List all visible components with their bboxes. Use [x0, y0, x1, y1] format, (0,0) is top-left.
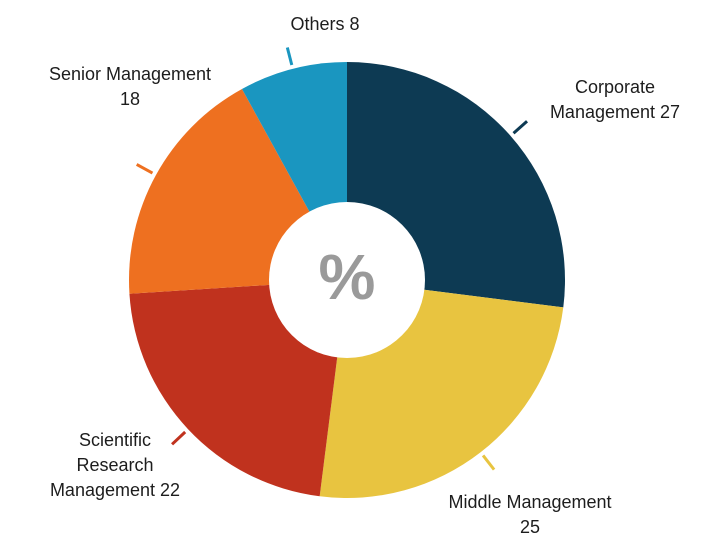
category-label: Scientific Research Management: [49, 430, 156, 500]
leader-line: [512, 120, 529, 135]
slice-label: Others 8: [265, 12, 385, 37]
category-label: Middle Management: [448, 492, 612, 512]
slice-label: Scientific Research Management 22: [40, 428, 190, 503]
center-label: %: [319, 241, 376, 313]
value-label: 25: [519, 517, 541, 537]
leader-line: [481, 454, 496, 471]
value-label: 8: [349, 14, 360, 34]
category-label: Others: [290, 14, 345, 34]
slice-label: Middle Management 25: [445, 490, 615, 540]
leader-line: [285, 47, 294, 66]
slice-label: Corporate Management 27: [530, 75, 700, 125]
category-label: Corporate Management: [549, 77, 656, 122]
donut-hole: [269, 202, 425, 358]
slice-label: Senior Management 18: [45, 62, 215, 112]
leader-line: [171, 430, 187, 446]
category-label: Senior Management: [48, 64, 212, 84]
leader-line: [135, 163, 154, 175]
value-label: 27: [660, 102, 681, 122]
value-label: 18: [119, 89, 141, 109]
value-label: 22: [160, 480, 181, 500]
